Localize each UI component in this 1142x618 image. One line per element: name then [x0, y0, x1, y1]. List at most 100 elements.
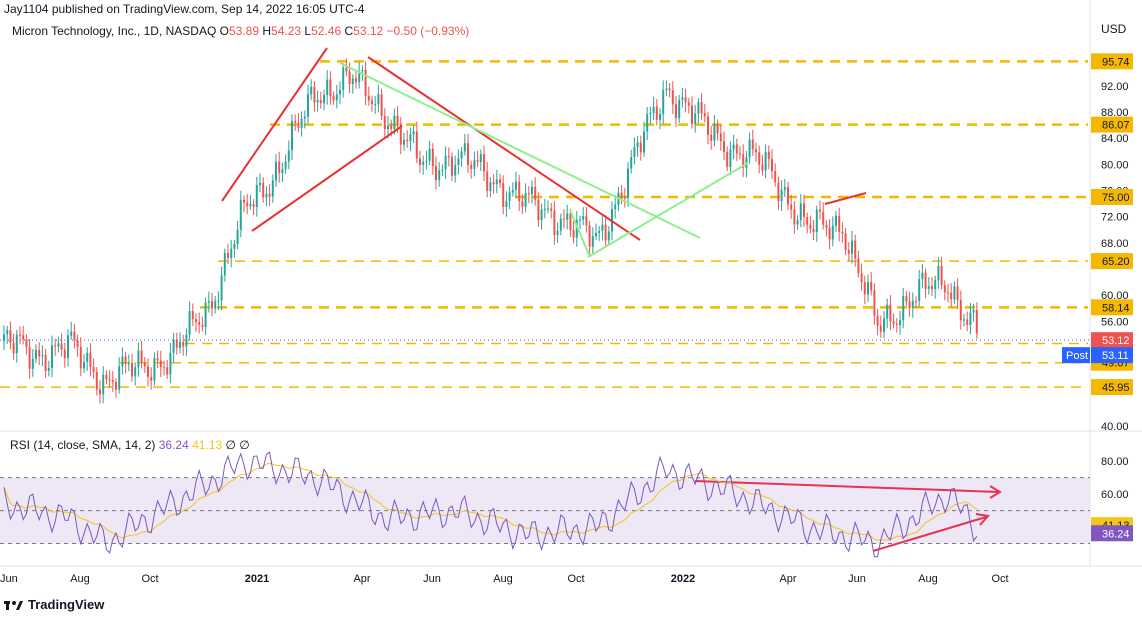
candle-body — [566, 213, 569, 220]
candle-body — [399, 123, 402, 145]
candle-body — [191, 311, 194, 320]
rsi-sma-legend-value: 41.13 — [192, 438, 223, 452]
candle-body — [297, 122, 300, 128]
candle-body — [777, 182, 780, 202]
candle-body — [303, 116, 306, 119]
candle-body — [889, 304, 892, 322]
candle-body — [623, 197, 626, 199]
candle-body — [457, 158, 460, 165]
candle-body — [3, 334, 5, 341]
candle-body — [329, 79, 332, 97]
candle-body — [76, 340, 79, 347]
candle-body — [537, 199, 540, 221]
candle-body — [579, 219, 581, 221]
candle-body — [950, 292, 953, 300]
candle-body — [28, 347, 31, 369]
trendline-green-1 — [339, 62, 701, 239]
candle-body — [646, 114, 649, 132]
candle-body — [697, 102, 700, 114]
candle-body — [870, 281, 873, 291]
candle-body — [316, 99, 319, 103]
candle-body — [838, 215, 841, 232]
candle-body — [473, 160, 476, 169]
close-value: 53.12 — [353, 24, 384, 38]
price-tick-0: 40.00 — [1101, 421, 1129, 433]
last-price-badge — [1091, 332, 1133, 349]
candle-body — [35, 350, 37, 359]
candle-body — [371, 100, 373, 105]
candle-body — [924, 272, 927, 289]
time-tick-4: Apr — [353, 573, 370, 585]
candle-body — [771, 159, 773, 172]
candle-body — [438, 170, 441, 180]
candle-body — [73, 331, 76, 341]
candle-body — [332, 96, 335, 101]
rsi-lines — [3, 451, 978, 558]
price-tick-8: 88.00 — [1101, 107, 1129, 119]
time-tick-7: Oct — [567, 573, 584, 585]
post-label-badge — [1062, 347, 1090, 364]
candle-body — [361, 69, 364, 72]
candle-body — [271, 180, 274, 197]
candle-body — [806, 216, 809, 225]
candle-body — [259, 182, 261, 186]
candle-body — [863, 282, 866, 295]
tradingview-logo[interactable]: TradingView — [4, 597, 104, 612]
candle-body — [803, 203, 805, 217]
candle-body — [169, 352, 172, 375]
candle-body — [79, 346, 82, 369]
candle-body — [703, 113, 706, 117]
candle-body — [975, 309, 978, 334]
candle-body — [134, 367, 137, 377]
candle-body — [390, 125, 393, 130]
rsi-badge-text: 36.24 — [1102, 528, 1130, 540]
candle-body — [876, 315, 879, 326]
time-axis-ticks: Jun Aug Oct 2021 Apr Jun Aug Oct 2022 Apr Jun Aug Oc… — [0, 573, 1009, 585]
price-badges: 95.7486.0775.0065.2058.1452.6149.6745.95… — [1062, 53, 1133, 542]
candle-body — [396, 115, 399, 124]
candle-body — [713, 124, 716, 141]
rsi-legend: RSI (14, close, SMA, 14, 2) 36.24 41.13 … — [10, 438, 250, 452]
candle-body — [351, 78, 354, 85]
candle-body — [649, 113, 652, 115]
candle-body — [844, 233, 847, 250]
candle-body — [678, 99, 681, 119]
candle-body — [492, 182, 495, 185]
candle-body — [38, 350, 41, 357]
candle-body — [255, 185, 258, 207]
candle-body — [409, 134, 412, 142]
candle-body — [131, 363, 133, 377]
candle-body — [6, 330, 9, 335]
candle-body — [447, 155, 450, 158]
candle-body — [764, 151, 767, 171]
candle-body — [793, 209, 796, 225]
price-tick-6: 80.00 — [1101, 159, 1129, 171]
candle-body — [710, 134, 713, 141]
candle-body — [195, 319, 197, 323]
candle-body — [41, 355, 44, 357]
candle-body — [326, 79, 329, 95]
candle-body — [918, 279, 921, 302]
candle-body — [12, 342, 15, 354]
time-tick-12: Oct — [991, 573, 1008, 585]
candle-body — [60, 343, 63, 350]
candle-body — [246, 202, 249, 206]
candle-body — [899, 320, 901, 326]
candle-body — [761, 164, 764, 171]
candle-body — [739, 153, 741, 155]
candle-body — [684, 97, 687, 103]
candle-body — [575, 219, 578, 238]
candle-body — [486, 171, 489, 191]
candle-body — [95, 371, 98, 390]
level-badge-3 — [1091, 253, 1133, 270]
time-tick-2: Oct — [141, 573, 158, 585]
candle-body — [355, 78, 357, 83]
candle-body — [598, 230, 601, 233]
candle-body — [547, 208, 549, 210]
level-badge-4 — [1091, 299, 1133, 316]
candle-body — [742, 154, 745, 168]
candle-body — [435, 166, 437, 180]
candle-body — [342, 67, 345, 91]
candle-body — [380, 94, 383, 117]
